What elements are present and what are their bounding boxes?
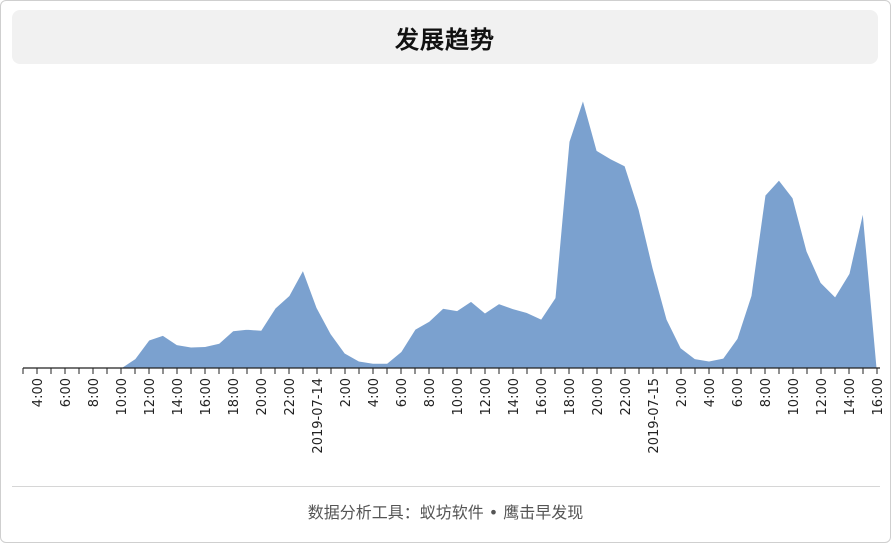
- x-tick-label: 12:00: [815, 378, 830, 415]
- x-tick-label: 12:00: [143, 378, 158, 415]
- x-tick-label: 4:00: [367, 378, 382, 407]
- series-area: [23, 99, 877, 368]
- footer-credit: 数据分析工具：蚁坊软件 • 鹰击早发现: [307, 503, 584, 522]
- chart-title: 发展趋势: [395, 25, 495, 54]
- x-tick-label: 8:00: [87, 378, 102, 407]
- x-tick-label: 14:00: [843, 378, 858, 415]
- x-tick-label: 18:00: [227, 378, 242, 415]
- x-tick-label: 2019-07-15: [647, 378, 662, 454]
- x-tick-label: 6:00: [59, 378, 74, 407]
- x-tick-label: 16:00: [535, 378, 550, 415]
- x-tick-label: 6:00: [731, 378, 746, 407]
- x-tick-label: 10:00: [451, 378, 466, 415]
- x-tick-label: 4:00: [31, 378, 46, 407]
- x-tick-label: 14:00: [507, 378, 522, 415]
- x-tick-label: 6:00: [395, 378, 410, 407]
- footer-divider: [12, 486, 880, 487]
- x-tick-label: 18:00: [563, 378, 578, 415]
- title-bar: 发展趋势: [12, 10, 878, 64]
- x-tick-label: 10:00: [115, 378, 130, 415]
- x-tick-label: 2:00: [339, 378, 354, 407]
- area-layer: [23, 97, 878, 369]
- x-tick-label: 8:00: [759, 378, 774, 407]
- x-tick-label: 10:00: [787, 378, 802, 415]
- x-tick-label: 4:00: [703, 378, 718, 407]
- x-tick-label: 8:00: [423, 378, 438, 407]
- x-axis-ticks: [22, 368, 878, 374]
- x-tick-label: 16:00: [871, 378, 886, 415]
- x-tick-label: 12:00: [479, 378, 494, 415]
- x-axis-labels: 4:00 6:00 8:00 10:00 12:00 14:00 16:00 18:00 20:…: [31, 378, 886, 454]
- series-outline: [23, 97, 878, 369]
- x-tick-label: 2019-07-14: [311, 378, 326, 454]
- x-tick-label: 22:00: [619, 378, 634, 415]
- x-tick-label: 20:00: [255, 378, 270, 415]
- x-tick-label: 2:00: [675, 378, 690, 407]
- x-tick-label: 14:00: [171, 378, 186, 415]
- x-tick-label: 22:00: [283, 378, 298, 415]
- x-tick-label: 16:00: [199, 378, 214, 415]
- x-tick-label: 20:00: [591, 378, 606, 415]
